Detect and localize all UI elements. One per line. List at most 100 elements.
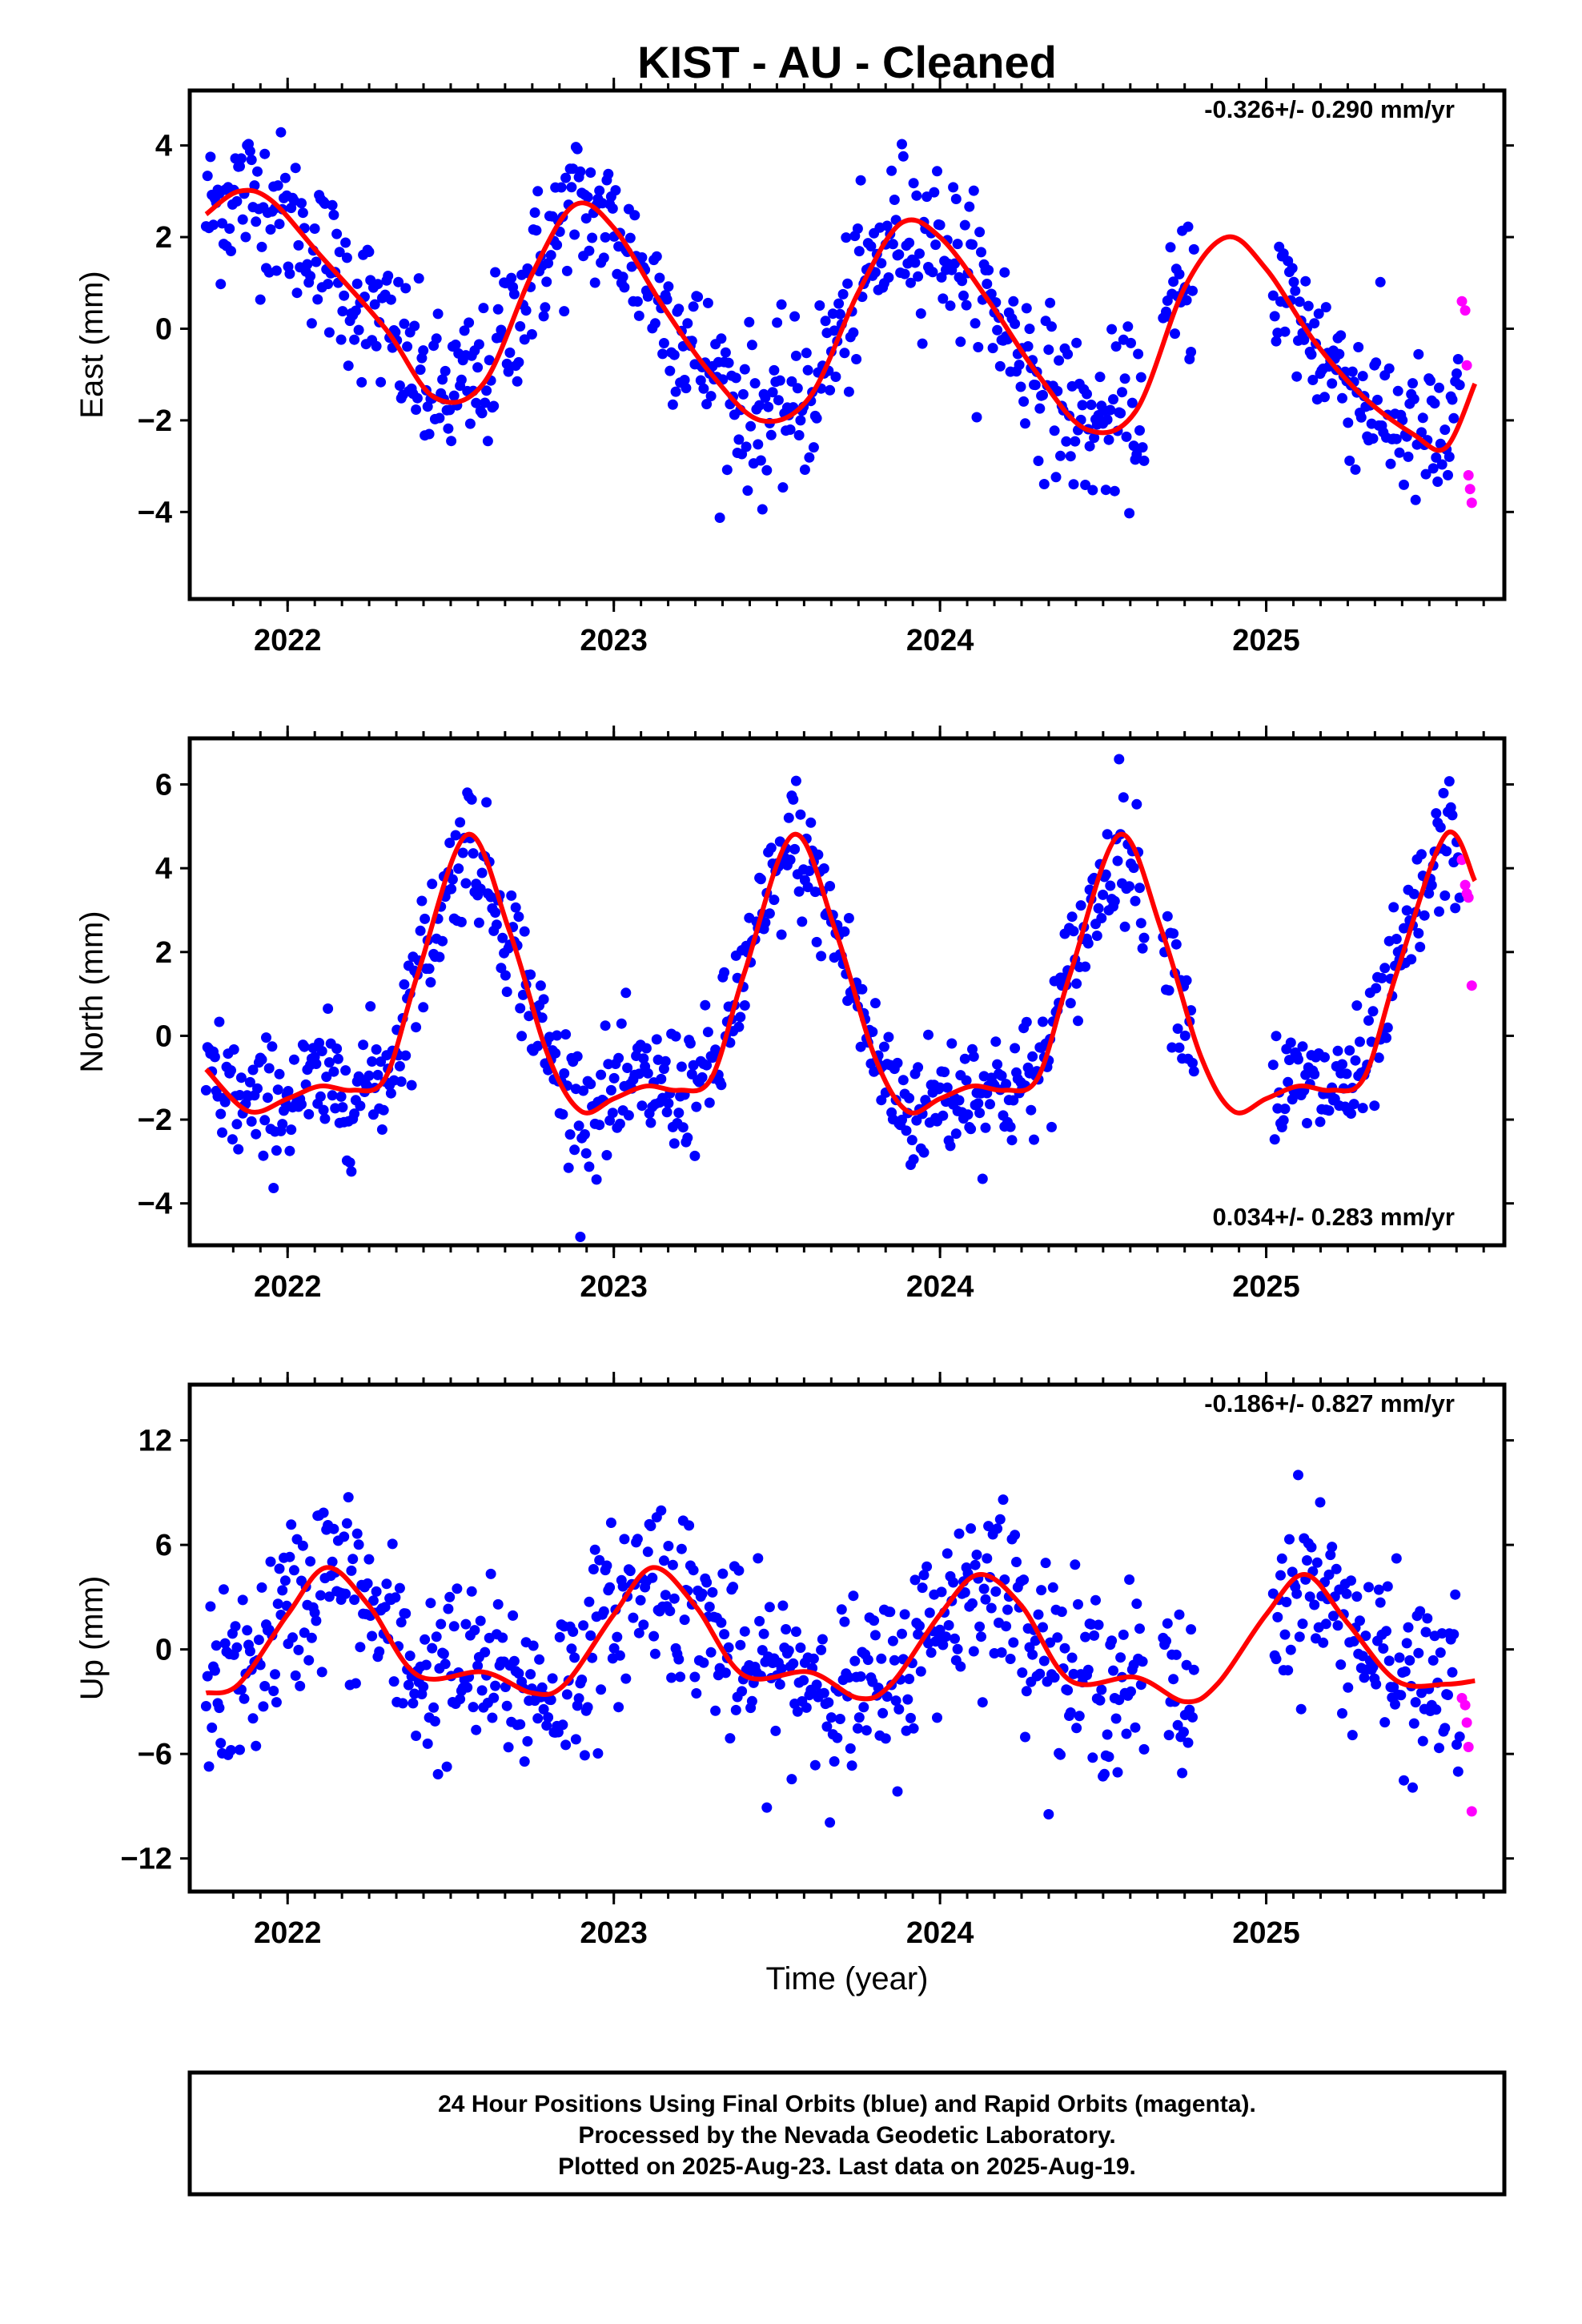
final-point — [853, 1712, 865, 1723]
y-tick-label: 12 — [139, 1425, 172, 1458]
final-point — [1341, 1068, 1352, 1080]
final-point — [769, 364, 780, 376]
final-point — [466, 1586, 477, 1597]
final-point — [1084, 440, 1095, 452]
final-point — [353, 324, 364, 336]
final-point — [1293, 1054, 1303, 1065]
final-point — [403, 1679, 414, 1691]
final-point — [466, 794, 477, 805]
final-point — [1134, 883, 1145, 894]
final-point — [284, 1551, 295, 1562]
final-point — [825, 1712, 837, 1723]
model-fit-line — [205, 1565, 1476, 1705]
final-point — [1319, 1051, 1330, 1063]
final-point — [200, 1701, 211, 1711]
final-point — [340, 1065, 351, 1076]
final-point — [663, 281, 674, 292]
x-tick-label: 2023 — [580, 624, 648, 657]
final-point — [400, 283, 412, 294]
final-point — [998, 1494, 1009, 1506]
final-point — [777, 1600, 789, 1611]
final-point — [584, 1161, 595, 1172]
final-point — [1323, 1569, 1335, 1580]
final-point — [1299, 334, 1310, 345]
final-point — [887, 1635, 898, 1647]
final-point — [647, 1572, 658, 1583]
y-tick-label: −12 — [121, 1843, 172, 1876]
final-point — [219, 1096, 231, 1108]
final-point — [735, 1639, 746, 1651]
final-point — [525, 969, 536, 980]
final-point — [1137, 442, 1148, 453]
final-point — [808, 1653, 819, 1664]
final-point — [990, 1586, 1002, 1597]
final-point — [1403, 1622, 1414, 1633]
final-point — [1315, 1116, 1326, 1128]
final-point — [519, 334, 530, 345]
final-point — [613, 1052, 624, 1063]
final-point — [512, 376, 523, 387]
final-point — [1417, 1735, 1428, 1747]
final-point — [1089, 432, 1100, 444]
rapid-orbit-points — [1456, 854, 1477, 991]
final-point — [651, 1034, 662, 1045]
final-point — [1325, 1550, 1336, 1561]
final-point — [923, 1029, 934, 1040]
final-point — [1452, 1766, 1464, 1777]
final-point — [1272, 1611, 1283, 1622]
final-point — [761, 1802, 773, 1813]
final-point — [1135, 372, 1146, 383]
final-point — [596, 1069, 607, 1080]
final-point — [1073, 1598, 1083, 1610]
final-point — [1074, 1711, 1085, 1722]
final-point — [624, 232, 636, 243]
final-point — [381, 1578, 392, 1590]
final-point — [349, 1594, 360, 1606]
final-point — [1309, 1599, 1320, 1610]
final-point — [589, 1544, 600, 1555]
final-point — [1445, 802, 1456, 813]
final-point — [411, 1022, 422, 1033]
final-point — [769, 895, 780, 906]
final-point — [297, 1540, 308, 1551]
final-point — [383, 271, 394, 281]
final-point — [889, 1655, 900, 1666]
final-point — [689, 1671, 701, 1683]
final-point — [770, 1725, 781, 1736]
final-point — [1061, 436, 1072, 447]
final-point — [1454, 1731, 1465, 1743]
final-point — [1443, 451, 1455, 462]
final-point — [351, 278, 363, 289]
final-point — [532, 1040, 544, 1051]
final-point — [717, 1568, 729, 1579]
final-point — [622, 1063, 633, 1073]
final-point — [1137, 1656, 1148, 1667]
final-point — [560, 1739, 572, 1751]
final-point — [355, 1100, 366, 1112]
final-point — [1117, 387, 1127, 398]
final-point — [371, 340, 382, 352]
final-point — [397, 1698, 408, 1709]
final-point — [1119, 373, 1130, 384]
final-point — [1108, 1665, 1118, 1676]
final-point — [450, 830, 461, 841]
y-tick-label: 4 — [155, 852, 172, 886]
final-point — [702, 1027, 713, 1038]
final-point — [331, 1043, 343, 1054]
final-point — [476, 1685, 488, 1696]
final-point — [488, 1692, 500, 1703]
final-point — [745, 420, 757, 432]
final-point — [658, 338, 669, 348]
final-point — [623, 1110, 634, 1121]
final-point — [332, 1053, 343, 1064]
final-point — [1110, 341, 1122, 352]
final-point — [792, 383, 803, 394]
final-point — [790, 1626, 801, 1637]
final-point — [472, 362, 484, 373]
final-point — [532, 186, 544, 197]
final-point — [846, 1760, 857, 1771]
final-point — [339, 1531, 350, 1542]
final-point — [893, 249, 905, 260]
final-point — [1020, 1731, 1030, 1743]
x-tick-label: 2022 — [254, 624, 322, 657]
